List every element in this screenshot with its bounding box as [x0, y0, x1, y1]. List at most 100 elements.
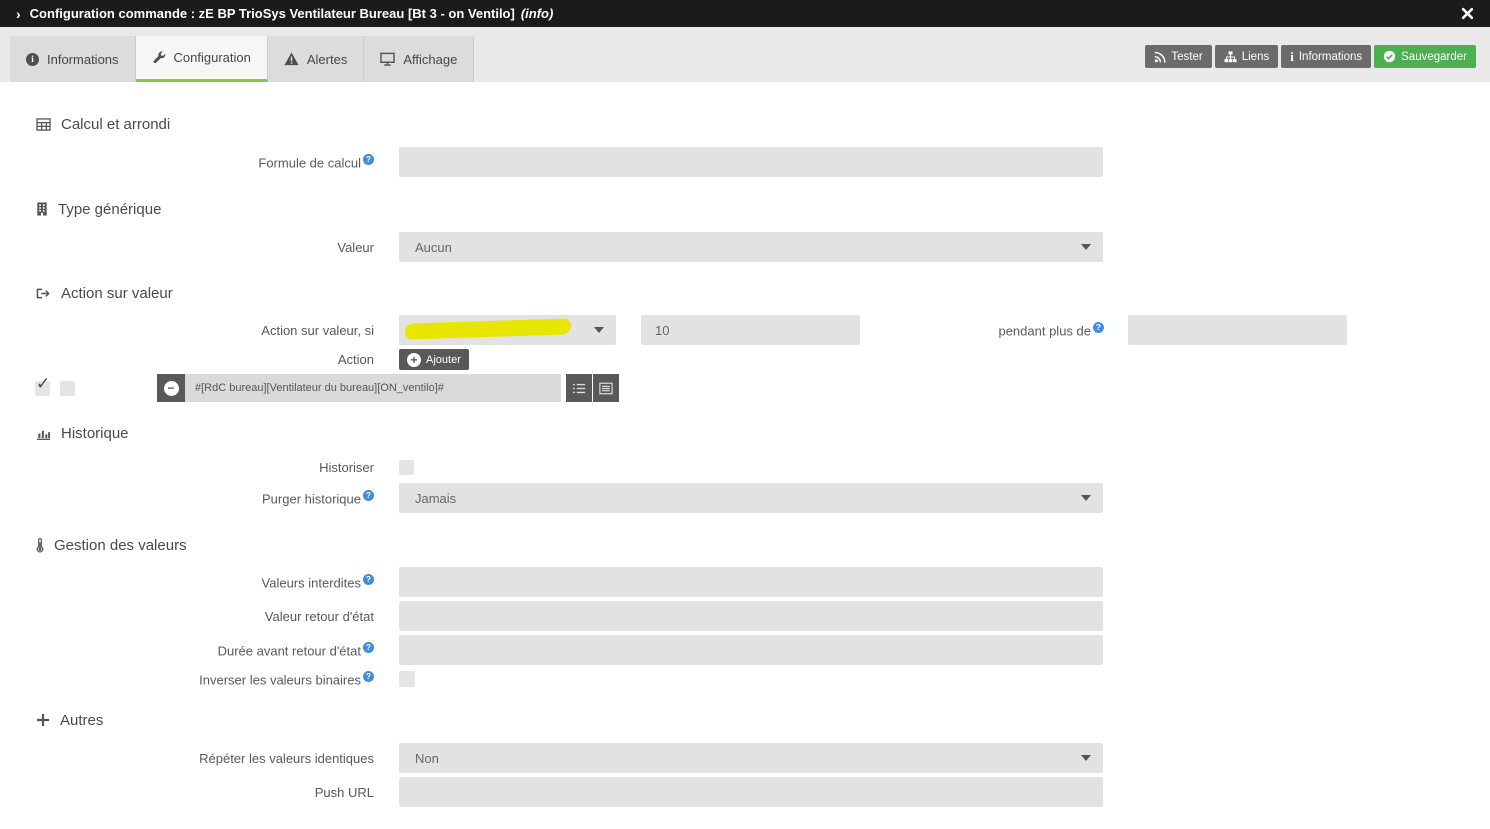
help-icon[interactable]: ?	[363, 671, 374, 682]
action-label: Action	[337, 352, 374, 367]
repeter-valeurs-identiques-label: Répéter les valeurs identiques	[199, 750, 374, 766]
chevron-down-icon	[1081, 495, 1091, 501]
section-title: Calcul et arrondi	[61, 115, 171, 133]
action-option-checkbox[interactable]	[60, 380, 75, 396]
liens-button[interactable]: Liens	[1214, 45, 1279, 68]
breadcrumb-chevron-icon: ›	[16, 5, 21, 22]
help-icon[interactable]: ?	[1093, 321, 1104, 333]
section-gestion-des-valeurs: Gestion des valeurs	[36, 535, 1490, 555]
section-title: Type générique	[58, 200, 162, 218]
chevron-down-icon	[1081, 755, 1091, 762]
action-row: Action + Ajouter	[0, 349, 1490, 370]
liens-label: Liens	[1241, 50, 1270, 63]
informations-label: Informations	[1298, 50, 1363, 63]
ajouter-label: Ajouter	[426, 353, 461, 366]
valeur-selected-option: Aucun	[415, 239, 452, 255]
formule-de-calcul-row: Formule de calcul?	[0, 147, 1490, 177]
section-title: Historique	[61, 424, 129, 442]
historiser-row: Historiser	[0, 460, 1490, 475]
action-sur-valeur-si-row: Action sur valeur, si pendant plus de?	[0, 315, 1490, 345]
dialog-titlebar: › Configuration commande : zE BP TrioSys…	[0, 0, 1490, 27]
repeter-valeurs-identiques-select[interactable]: Non	[399, 743, 1103, 774]
tab-affichage[interactable]: Affichage	[364, 36, 475, 82]
info-icon: i	[1290, 48, 1294, 64]
wrench-icon	[152, 50, 166, 65]
pendant-plus-de-input[interactable]	[1128, 315, 1347, 345]
thermometer-icon	[36, 537, 44, 553]
section-title: Gestion des valeurs	[54, 536, 187, 554]
minus-circle-icon: −	[163, 380, 179, 396]
valeurs-interdites-label: Valeurs interdites?	[0, 573, 374, 590]
section-historique: Historique	[36, 423, 1490, 443]
valeur-label: Valeur	[337, 239, 374, 255]
informations-button[interactable]: i Informations	[1281, 45, 1372, 68]
pendant-plus-de-label: pendant plus de?	[860, 321, 1104, 338]
valeur-select[interactable]: Aucun	[399, 232, 1103, 262]
valeur-retour-etat-row: Valeur retour d'état	[0, 601, 1490, 631]
check-icon: ✓	[36, 373, 51, 393]
close-button[interactable]	[1461, 7, 1474, 20]
info-circle-icon: i	[26, 52, 39, 66]
section-calcul-et-arrondi: Calcul et arrondi	[36, 114, 1490, 134]
action-enabled-checkbox[interactable]: ✓	[35, 374, 50, 396]
bar-chart-icon	[36, 427, 51, 440]
monitor-icon	[380, 52, 396, 66]
x-cross-icon	[1461, 7, 1474, 20]
action-command-row: ✓ −	[35, 374, 1490, 402]
section-type-generique: Type générique	[36, 199, 1490, 219]
dialog-title: Configuration commande : zE BP TrioSys V…	[29, 6, 515, 21]
tabs: i Informations Configuration Alertes Aff…	[10, 36, 475, 82]
help-icon[interactable]: ?	[363, 489, 374, 501]
chevron-down-icon	[1081, 244, 1091, 250]
purger-selected-option: Jamais	[415, 490, 457, 506]
action-sur-valeur-si-label: Action sur valeur, si	[261, 322, 374, 338]
command-options-button[interactable]	[593, 374, 619, 402]
warning-triangle-icon	[284, 52, 299, 66]
tester-button[interactable]: Tester	[1145, 45, 1212, 68]
valeurs-interdites-input[interactable]	[399, 567, 1103, 597]
purger-historique-row: Purger historique? Jamais	[0, 483, 1490, 513]
formule-de-calcul-label: Formule de calcul?	[0, 153, 374, 170]
list-ul-icon	[572, 382, 586, 395]
select-command-button[interactable]	[566, 374, 592, 402]
action-condition-select[interactable]	[399, 315, 616, 345]
sign-out-icon	[36, 287, 51, 300]
ajouter-button[interactable]: + Ajouter	[399, 349, 469, 370]
action-threshold-input[interactable]	[641, 315, 860, 345]
sauvegarder-label: Sauvegarder	[1401, 50, 1467, 63]
chevron-down-icon	[594, 327, 604, 333]
help-icon[interactable]: ?	[363, 641, 374, 653]
yellow-highlight-redaction	[404, 318, 572, 340]
action-toolbar: Tester Liens i Informations Sauvegarder	[1142, 45, 1476, 68]
tab-alertes[interactable]: Alertes	[267, 36, 365, 82]
inverser-valeurs-binaires-checkbox[interactable]	[399, 671, 415, 688]
valeur-row: Valeur Aucun	[0, 232, 1490, 262]
plus-icon	[36, 713, 50, 727]
formule-de-calcul-input[interactable]	[399, 147, 1103, 177]
check-circle-icon	[1383, 50, 1396, 63]
tester-label: Tester	[1171, 50, 1203, 63]
tab-configuration[interactable]: Configuration	[135, 36, 268, 82]
historiser-label: Historiser	[319, 460, 374, 475]
tab-label: Alertes	[306, 51, 348, 67]
building-icon	[36, 202, 48, 216]
sauvegarder-button[interactable]: Sauvegarder	[1374, 45, 1476, 68]
help-icon[interactable]: ?	[363, 573, 374, 585]
section-action-sur-valeur: Action sur valeur	[36, 283, 1490, 303]
configuration-panel: Calcul et arrondi Formule de calcul? Typ…	[0, 82, 1490, 808]
remove-action-button[interactable]: −	[157, 374, 185, 402]
section-title: Action sur valeur	[61, 284, 173, 302]
valeur-retour-etat-input[interactable]	[399, 601, 1103, 631]
tab-informations[interactable]: i Informations	[10, 36, 136, 82]
duree-avant-retour-etat-input[interactable]	[399, 635, 1103, 665]
valeur-retour-etat-label: Valeur retour d'état	[264, 608, 374, 624]
push-url-input[interactable]	[399, 777, 1103, 808]
section-autres: Autres	[36, 710, 1490, 730]
action-command-input[interactable]	[185, 374, 561, 402]
purger-historique-label: Purger historique?	[0, 489, 374, 506]
tab-strip: i Informations Configuration Alertes Aff…	[0, 27, 1490, 82]
historiser-checkbox[interactable]	[399, 460, 414, 475]
purger-historique-select[interactable]: Jamais	[399, 483, 1103, 513]
help-icon[interactable]: ?	[363, 153, 374, 165]
repeter-valeurs-identiques-row: Répéter les valeurs identiques Non	[0, 743, 1490, 774]
